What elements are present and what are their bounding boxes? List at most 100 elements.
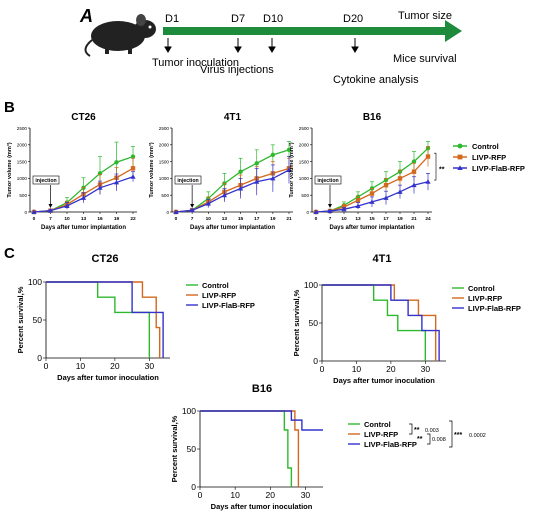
data-point	[254, 161, 259, 166]
survival-line-livp-rfp	[46, 281, 161, 358]
data-point	[130, 154, 136, 159]
y-tick-label: 0	[306, 210, 309, 215]
x-tick-label: 21	[286, 216, 292, 222]
data-point	[411, 182, 417, 188]
y-tick-label: 100	[304, 280, 318, 290]
x-tick-label: 17	[383, 216, 389, 222]
y-tick-label: 50	[309, 318, 319, 328]
injection-label: injection	[317, 178, 338, 184]
legend-label-control: Control	[468, 284, 495, 293]
x-tick-label: 19	[114, 216, 120, 222]
chart-title: CT26	[92, 253, 119, 265]
data-point	[189, 207, 195, 213]
injection-arrowhead	[328, 204, 332, 208]
data-point	[113, 179, 120, 185]
survival-line-livp-rfp	[322, 284, 437, 361]
significance-stars: ***	[454, 432, 462, 439]
data-point	[173, 209, 179, 214]
timeline-event-virus: Virus injections	[200, 64, 274, 76]
significance-p: 0.003	[425, 428, 439, 434]
timeline-end-label: Tumor size	[398, 10, 452, 22]
data-point	[411, 169, 417, 174]
significance-bracket	[449, 420, 453, 448]
y-tick-label: 100	[182, 406, 196, 416]
chart-title: B16	[252, 383, 272, 395]
legend-label-livp-flab-rfp: LIVP-FlaB-RFP	[364, 440, 417, 449]
data-point	[80, 195, 87, 200]
y-tick-label: 2000	[299, 143, 310, 148]
y-tick-label: 1500	[299, 159, 310, 164]
x-tick-label: 10	[230, 490, 240, 500]
significance-p: 0.0002	[469, 433, 486, 439]
significance-bracket	[427, 433, 431, 445]
data-point	[286, 147, 292, 153]
data-point	[31, 209, 37, 214]
x-tick-label: 10	[64, 216, 70, 222]
x-tick-label: 24	[425, 216, 431, 222]
legend-label-livp-rfp: LIVP-RFP	[364, 430, 398, 439]
timeline-event-survival: Mice survival	[393, 53, 457, 65]
data-point	[327, 208, 333, 213]
timeline-arrow	[163, 20, 462, 42]
survival-chart-4t1: 4T1 0 50 100 0 10 20 30 Days after tumor inocula…	[292, 253, 521, 385]
x-tick-label: 0	[315, 216, 318, 222]
x-axis-label: Days after tumor implantation	[190, 225, 275, 231]
timeline-event-inoculation: Tumor inoculation	[152, 57, 239, 69]
x-tick-label: 30	[421, 364, 431, 374]
data-point	[425, 154, 431, 159]
x-axis-label: Days after tumor inoculation	[333, 376, 435, 385]
y-tick-label: 2500	[299, 126, 310, 131]
x-tick-label: 16	[97, 216, 103, 222]
y-tick-label: 2500	[17, 126, 28, 131]
y-tick-label: 1500	[17, 159, 28, 164]
data-point	[397, 189, 403, 194]
tumor-legend: Control LIVP-RFP LIVP-FlaB-RFP	[453, 142, 525, 173]
y-tick-label: 500	[19, 193, 27, 198]
significance-p: 0.008	[432, 437, 446, 443]
significance-bracket	[434, 152, 437, 181]
data-point	[205, 201, 211, 206]
data-point	[254, 179, 260, 184]
legend-label-control: Control	[202, 281, 229, 290]
x-tick-label: 20	[266, 490, 276, 500]
y-tick-label: 500	[301, 193, 309, 198]
chart-title: 4T1	[373, 253, 392, 265]
x-axis-label: Days after tumor implantation	[329, 225, 414, 231]
chart-title: CT26	[71, 112, 96, 123]
data-point	[114, 160, 119, 165]
x-axis-label: Days after tumor inoculation	[57, 373, 159, 382]
series-livp-flab-rfp	[31, 171, 136, 214]
panel-label-b: B	[4, 99, 15, 116]
timeline-day-d20: D20	[343, 13, 363, 25]
series-livp-flab-rfp	[313, 173, 431, 214]
x-tick-label: 15	[238, 216, 244, 222]
y-axis-label: Percent survival,%	[292, 289, 301, 356]
legend-entry-livp-flab-rfp: LIVP-FlaB-RFP	[453, 164, 525, 173]
data-point	[286, 167, 292, 172]
data-point	[270, 175, 276, 181]
series-livp-flab-rfp	[173, 156, 292, 214]
data-point	[97, 185, 103, 190]
y-tick-label: 2500	[159, 126, 170, 131]
panel-label-a: A	[79, 6, 93, 26]
survival-line-livp-flab-rfp	[322, 284, 440, 361]
legend-label-control: Control	[364, 420, 391, 429]
data-point	[355, 203, 361, 208]
x-tick-label: 20	[110, 361, 120, 371]
data-point	[411, 159, 417, 164]
y-tick-label: 1000	[299, 176, 310, 181]
x-tick-label: 10	[352, 364, 362, 374]
data-point	[425, 179, 431, 184]
x-tick-label: 22	[130, 216, 136, 222]
y-tick-label: 0	[166, 210, 169, 215]
y-tick-label: 0	[191, 482, 196, 492]
x-tick-label: 0	[33, 216, 36, 222]
survival-line-livp-flab-rfp	[200, 410, 323, 431]
y-axis-label: Tumor volume (mm³)	[148, 142, 155, 197]
timeline-event-arrows	[164, 38, 359, 53]
tumor-chart-4t1: 4T1 0 500 1000 1500 2000 2500 0 7 10 13 15 17 19 21 Day…	[148, 112, 293, 231]
x-tick-label: 15	[369, 216, 375, 222]
data-point	[237, 185, 244, 191]
x-tick-label: 7	[329, 216, 332, 222]
tumor-chart-ct26: CT26 0 500 1000 1500 2000 2500 0 7 10 13 16 19 22 Days…	[6, 112, 137, 231]
